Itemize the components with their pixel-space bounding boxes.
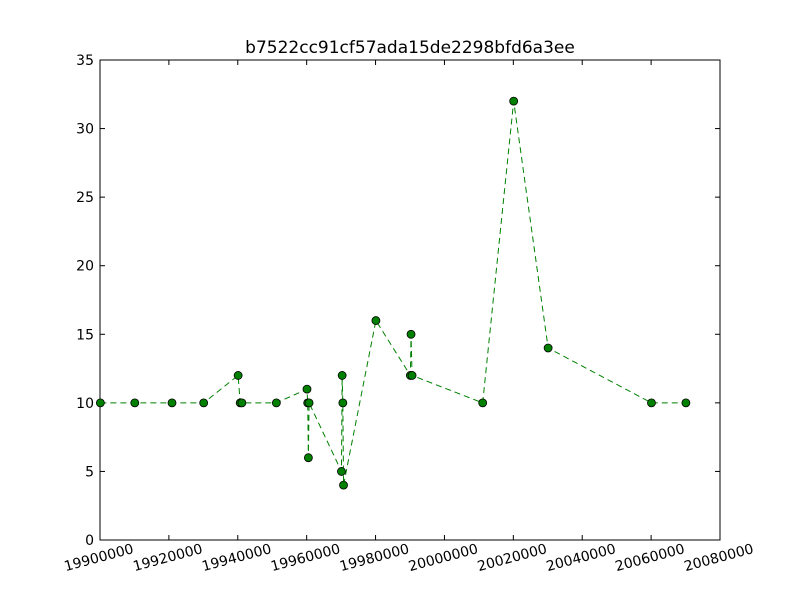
data-point: [339, 480, 348, 490]
y-axis: 0 5 10 15 20 25 30 35: [76, 53, 720, 549]
data-point: [95, 398, 105, 408]
data-point: [130, 398, 140, 408]
data-point: [303, 453, 313, 463]
y-tick-label: 15: [76, 327, 94, 343]
data-point: [302, 384, 312, 394]
y-tick-label: 10: [76, 396, 94, 412]
y-tick-label: 35: [76, 53, 94, 69]
plot-area: [99, 59, 721, 541]
data-point: [647, 398, 656, 408]
y-tick-label: 30: [76, 122, 94, 138]
data-point: [338, 398, 348, 408]
y-tick-label: 25: [76, 190, 94, 206]
data-point: [509, 96, 519, 106]
data-point: [271, 398, 281, 408]
data-point: [199, 398, 209, 408]
data-point: [478, 398, 488, 408]
series-layer: [95, 96, 691, 490]
data-point: [337, 467, 346, 476]
data-point: [371, 316, 381, 325]
data-point: [167, 398, 177, 408]
y-tick-label: 20: [76, 259, 94, 275]
data-point: [406, 329, 416, 339]
data-point: [543, 343, 553, 353]
data-point: [233, 371, 243, 380]
data-point: [237, 398, 247, 408]
data-point: [304, 398, 314, 408]
data-point: [407, 371, 417, 380]
chart-title: b7522cc91cf57ada15de2298bfd6a3ee: [245, 38, 575, 58]
data-point: [681, 398, 691, 408]
y-tick-label: 5: [85, 464, 94, 480]
data-point: [337, 371, 347, 380]
y-tick-label: 0: [85, 533, 94, 549]
